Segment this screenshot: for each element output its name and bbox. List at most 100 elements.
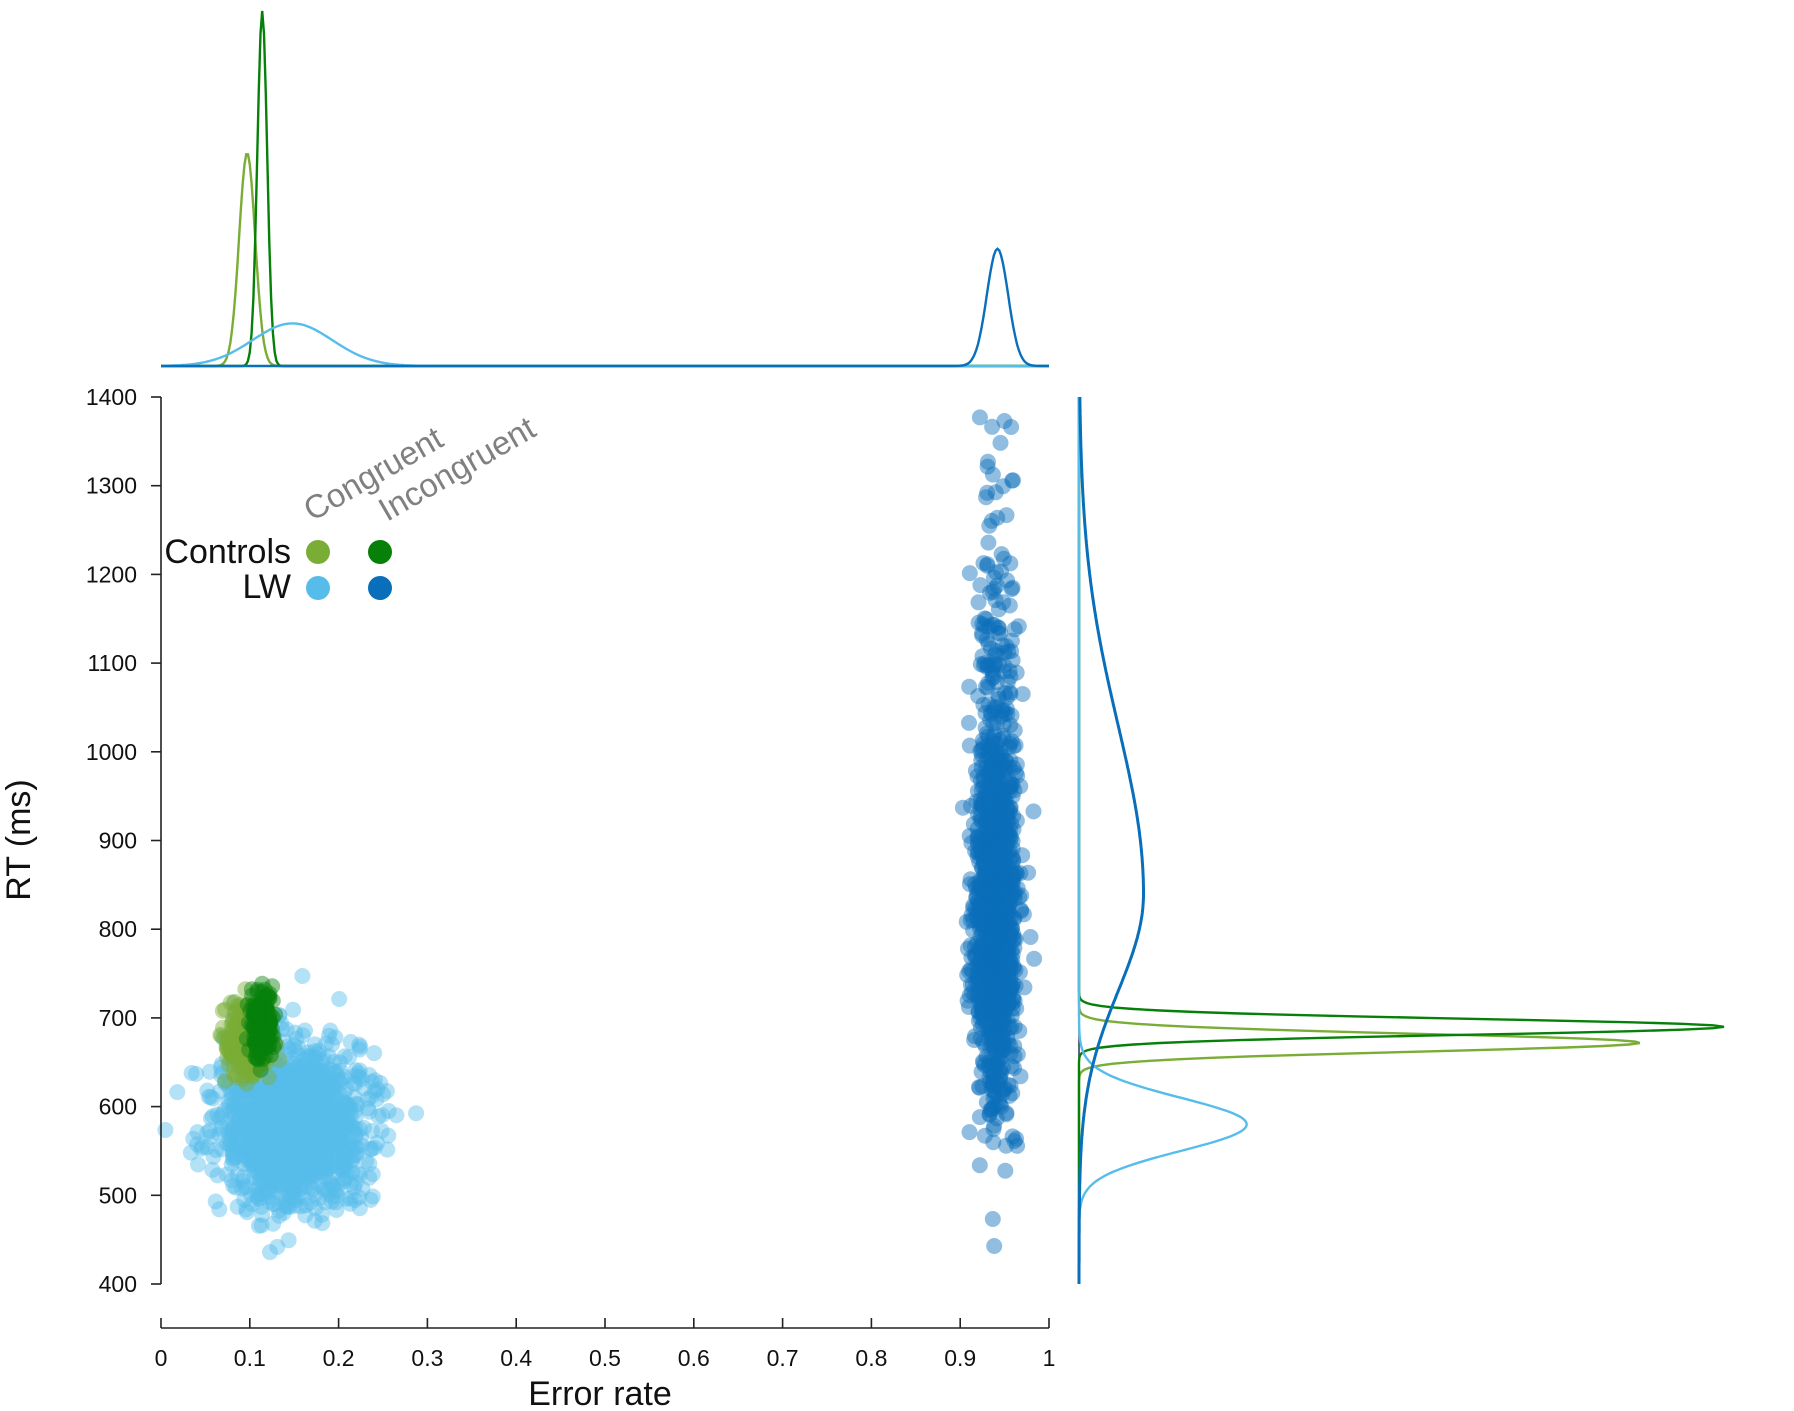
scatter-point <box>976 881 993 897</box>
scatter-point <box>1022 929 1039 945</box>
scatter-point <box>987 1097 1004 1114</box>
scatter-point <box>973 839 990 856</box>
scatter-point <box>975 938 992 955</box>
scatter-point <box>995 860 1012 877</box>
scatter-point <box>986 657 1003 674</box>
scatter-point <box>983 816 999 833</box>
scatter-point <box>981 848 997 865</box>
scatter-point <box>985 781 1002 798</box>
scatter-point <box>989 934 1006 951</box>
scatter-point <box>995 936 1012 953</box>
scatter-point <box>954 799 971 816</box>
scatter-point <box>994 854 1011 870</box>
legend-marker-lw-congruent <box>306 576 330 600</box>
scatter-point <box>989 852 1006 868</box>
scatter-point <box>994 916 1011 933</box>
scatter-point <box>220 1056 237 1073</box>
scatter-point <box>1011 964 1028 981</box>
scatter-point <box>969 911 986 928</box>
scatter-point <box>1012 865 1029 882</box>
scatter-point <box>1002 821 1019 838</box>
scatter-point <box>1001 597 1018 614</box>
scatter-point <box>366 1139 383 1156</box>
scatter-point <box>1002 799 1019 816</box>
scatter-point <box>972 1019 989 1036</box>
scatter-point <box>977 897 994 914</box>
scatter-point <box>990 803 1007 820</box>
scatter-point <box>969 974 986 991</box>
scatter-point <box>995 933 1012 950</box>
scatter-point <box>994 946 1011 963</box>
scatter-point <box>990 1005 1007 1022</box>
legend-marker-lw-incongruent <box>368 576 392 600</box>
scatter-point <box>981 762 998 779</box>
scatter-point <box>975 855 992 872</box>
scatter-point <box>987 881 1004 898</box>
scatter-point <box>972 928 989 945</box>
scatter-point <box>1008 865 1025 882</box>
scatter-point <box>976 840 993 857</box>
scatter-point <box>997 922 1014 939</box>
scatter-point <box>973 741 990 758</box>
scatter-point <box>969 844 986 861</box>
scatter-point <box>989 924 1006 941</box>
scatter-point <box>990 817 1007 834</box>
scatter-point <box>978 885 995 902</box>
scatter-point <box>982 1018 999 1035</box>
scatter-point <box>1004 833 1021 850</box>
scatter-point <box>970 594 987 611</box>
scatter-point <box>1014 847 1031 864</box>
scatter-point <box>977 952 993 969</box>
scatter-point <box>983 913 999 930</box>
scatter-point <box>332 1125 349 1142</box>
scatter-point <box>988 1006 1005 1022</box>
scatter-point <box>1020 864 1037 881</box>
scatter-point <box>979 871 996 888</box>
scatter-point <box>996 819 1013 836</box>
scatter-point <box>1004 945 1021 962</box>
scatter-point <box>1003 920 1020 937</box>
scatter-point <box>986 914 1003 931</box>
scatter-point <box>973 795 990 812</box>
scatter-point <box>973 877 990 894</box>
scatter-point <box>985 917 1002 934</box>
scatter-point <box>983 892 1000 909</box>
scatter-point <box>988 886 1005 903</box>
scatter-point <box>981 987 998 1004</box>
scatter-point <box>996 848 1013 864</box>
scatter-point <box>991 938 1008 955</box>
scatter-point <box>999 957 1016 974</box>
scatter-point <box>985 978 1002 995</box>
scatter-point <box>985 870 1002 887</box>
scatter-point <box>990 620 1007 636</box>
scatter-point <box>979 867 996 884</box>
scatter-point <box>994 849 1011 865</box>
scatter-point <box>995 971 1012 988</box>
scatter-point <box>973 1063 990 1080</box>
scatter-point <box>988 994 1005 1011</box>
scatter-point <box>1003 921 1020 938</box>
scatter-point <box>1007 884 1024 901</box>
scatter-point <box>995 974 1012 991</box>
scatter-point <box>963 907 980 924</box>
scatter-point <box>997 759 1014 776</box>
scatter-point <box>968 888 985 905</box>
scatter-point <box>983 512 1000 529</box>
scatter-point <box>974 963 991 980</box>
scatter-point <box>157 1122 174 1138</box>
scatter-point <box>995 945 1012 962</box>
scatter-point <box>978 992 995 1009</box>
scatter-point <box>990 828 1007 845</box>
scatter-point <box>1000 996 1017 1013</box>
scatter-point <box>337 1094 354 1111</box>
scatter-point <box>983 970 1000 987</box>
scatter-point <box>985 840 1002 857</box>
scatter-point <box>979 900 996 917</box>
scatter-point <box>983 1007 1000 1024</box>
scatter-point <box>996 846 1013 863</box>
scatter-point <box>978 850 995 867</box>
scatter-point <box>982 932 999 949</box>
scatter-point <box>968 793 985 810</box>
scatter-point <box>987 853 1004 869</box>
scatter-point <box>990 916 1007 933</box>
